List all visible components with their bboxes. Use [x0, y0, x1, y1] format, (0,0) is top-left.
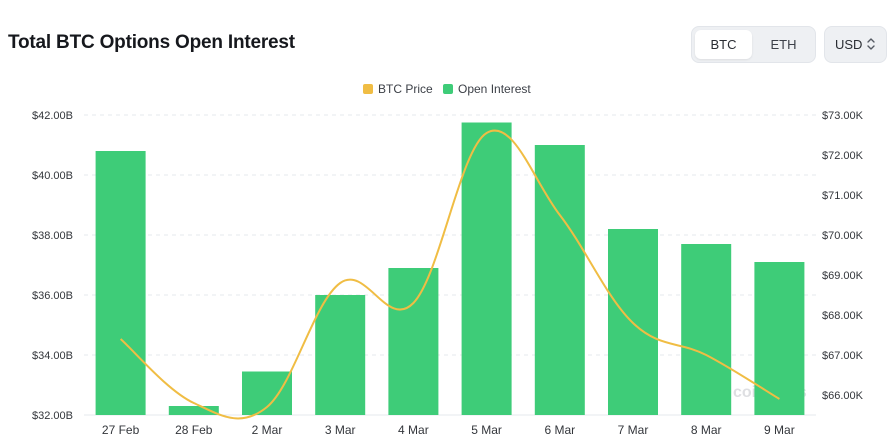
legend-item-open-interest[interactable]: Open Interest: [443, 82, 531, 96]
x-axis-tick-label: 7 Mar: [618, 423, 649, 437]
left-axis-tick-label: $40.00B: [32, 170, 73, 182]
x-axis-tick-label: 9 Mar: [764, 423, 795, 437]
chart-legend: BTC Price Open Interest: [363, 82, 531, 96]
right-axis-tick-label: $66.00K: [822, 390, 864, 402]
legend-swatch-btc-price: [363, 84, 373, 94]
right-axis: $66.00K $67.00K $68.00K $69.00K $70.00K $71.0…: [822, 110, 864, 402]
open-interest-bar: [315, 295, 366, 415]
page-title: Total BTC Options Open Interest: [8, 32, 295, 53]
legend-label-btc-price: BTC Price: [378, 82, 433, 96]
btc-price-line: [119, 129, 780, 420]
x-axis-tick-label: 8 Mar: [691, 423, 722, 437]
right-axis-tick-label: $72.00K: [822, 150, 864, 162]
x-axis-tick-label: 4 Mar: [398, 423, 429, 437]
x-axis-tick-label: 2 Mar: [252, 423, 283, 437]
x-axis-tick-label: 27 Feb: [102, 423, 140, 437]
right-axis-tick-label: $73.00K: [822, 110, 864, 122]
left-axis-tick-label: $36.00B: [32, 290, 73, 302]
open-interest-bar: [95, 151, 146, 415]
x-axis-tick-label: 3 Mar: [325, 423, 356, 437]
x-axis-tick-label: 5 Mar: [471, 423, 502, 437]
open-interest-bar: [168, 406, 219, 415]
left-axis-tick-label: $32.00B: [32, 410, 73, 422]
right-axis-tick-label: $69.00K: [822, 270, 864, 282]
legend-item-btc-price[interactable]: BTC Price: [363, 82, 433, 96]
legend-swatch-open-interest: [443, 84, 453, 94]
right-axis-tick-label: $67.00K: [822, 350, 864, 362]
left-axis: $32.00B $34.00B $36.00B $38.00B $40.00B $42.0…: [32, 110, 73, 422]
x-axis: 27 Feb 28 Feb 2 Mar 3 Mar 4 Mar 5 Mar 6 Mar 7 M…: [102, 423, 795, 437]
left-axis-tick-label: $42.00B: [32, 110, 73, 122]
x-axis-tick-label: 28 Feb: [175, 423, 213, 437]
asset-toggle: BTC ETH: [691, 26, 816, 63]
right-axis-tick-label: $71.00K: [822, 190, 864, 202]
chevron-up-down-icon: [867, 38, 875, 50]
legend-label-open-interest: Open Interest: [458, 82, 531, 96]
currency-value: USD: [835, 37, 863, 52]
x-axis-tick-label: 6 Mar: [544, 423, 575, 437]
open-interest-bar: [242, 371, 292, 415]
open-interest-bar: [681, 244, 732, 415]
open-interest-bar: [754, 262, 805, 415]
right-axis-tick-label: $68.00K: [822, 310, 864, 322]
right-axis-tick-label: $70.00K: [822, 230, 864, 242]
btc-price-line-path: [119, 129, 780, 420]
left-axis-tick-label: $38.00B: [32, 230, 73, 242]
open-interest-bar: [461, 122, 512, 415]
eth-toggle-button[interactable]: ETH: [770, 37, 797, 52]
currency-select[interactable]: USD: [824, 26, 887, 63]
left-axis-tick-label: $34.00B: [32, 350, 73, 362]
open-interest-bar: [534, 145, 585, 415]
open-interest-bars: [95, 122, 805, 415]
open-interest-bar: [388, 268, 439, 415]
btc-toggle-button[interactable]: BTC: [695, 30, 752, 59]
